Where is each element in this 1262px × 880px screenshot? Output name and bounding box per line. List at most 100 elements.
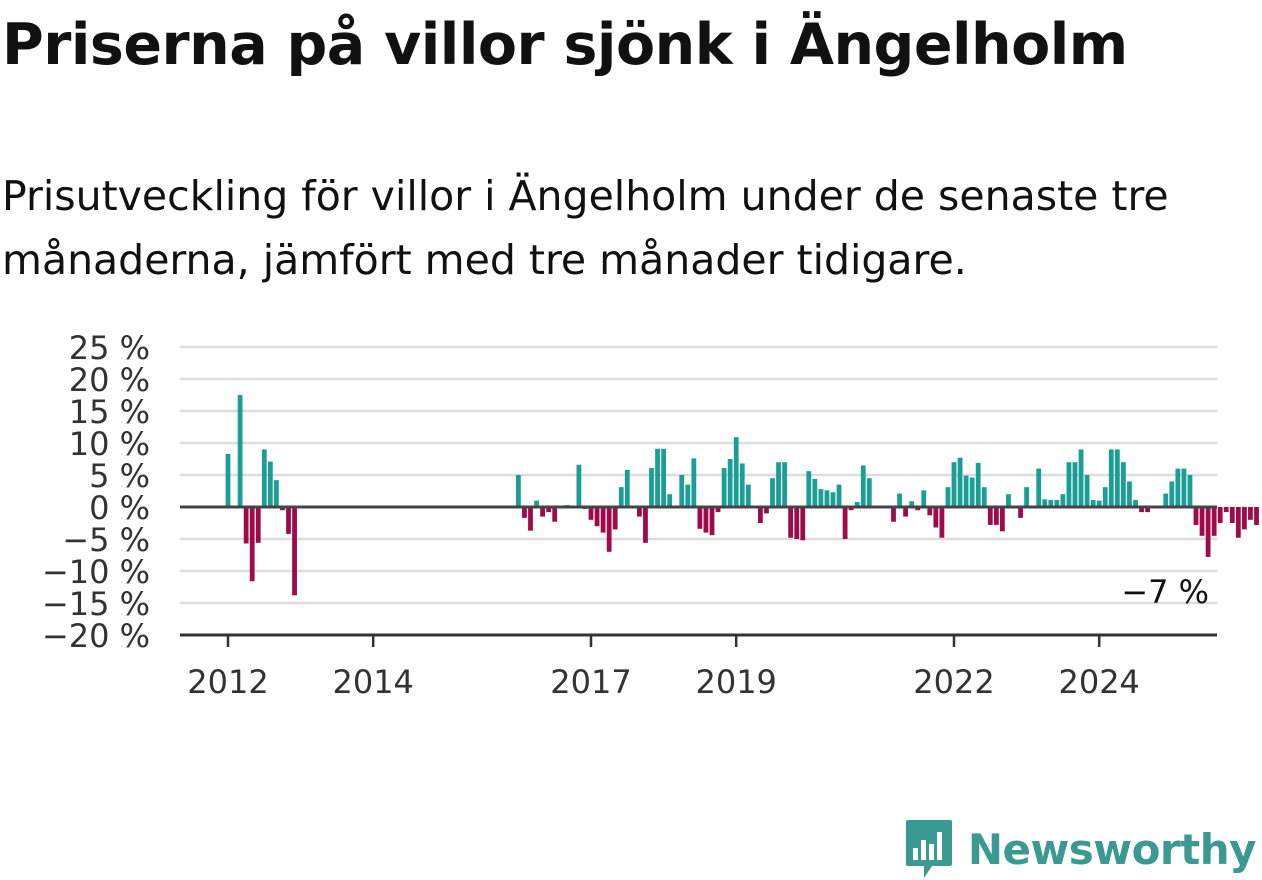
bar xyxy=(1181,468,1187,507)
bar xyxy=(921,490,927,507)
bar xyxy=(661,448,666,507)
bar xyxy=(812,478,818,507)
bar xyxy=(649,467,654,507)
bar xyxy=(963,475,969,507)
bar xyxy=(552,507,558,522)
bar xyxy=(1102,487,1108,507)
y-tick-label: 10 % xyxy=(69,425,150,463)
bar xyxy=(745,484,751,507)
bar xyxy=(624,469,630,507)
y-tick-label: 15 % xyxy=(69,393,150,431)
bar xyxy=(280,507,285,511)
bar xyxy=(546,507,552,513)
bar xyxy=(1060,494,1066,507)
bar xyxy=(225,453,231,507)
bar xyxy=(637,507,642,517)
bar xyxy=(1235,507,1241,538)
bar xyxy=(274,480,279,507)
x-tick-label: 2012 xyxy=(187,663,268,700)
bar xyxy=(891,507,896,522)
y-tick-label: 0 % xyxy=(89,489,150,527)
bar xyxy=(1078,449,1084,507)
bar xyxy=(1072,462,1078,507)
bar xyxy=(897,493,902,507)
bar xyxy=(933,507,939,528)
bar xyxy=(612,507,618,530)
bar xyxy=(1042,499,1048,507)
y-tick-label: −15 % xyxy=(42,585,150,623)
bar xyxy=(255,507,261,543)
bar xyxy=(1006,494,1011,507)
bar xyxy=(975,462,981,507)
bar xyxy=(721,467,727,507)
bar xyxy=(697,507,703,529)
bar xyxy=(1066,462,1072,507)
bar xyxy=(576,464,582,507)
bar xyxy=(1133,499,1138,507)
axes xyxy=(180,505,1217,647)
bar xyxy=(993,507,999,525)
bar xyxy=(794,507,800,539)
x-tick-label: 2014 xyxy=(332,663,413,700)
bar xyxy=(528,507,533,531)
bar xyxy=(1139,507,1144,513)
y-tick-label: 20 % xyxy=(69,361,150,399)
bar xyxy=(1229,507,1235,523)
bar xyxy=(727,459,733,507)
bar xyxy=(939,507,945,538)
bar xyxy=(1163,493,1169,507)
bar xyxy=(261,449,267,507)
bar-chart: 25 %20 %15 %10 %5 %0 %−5 %−10 %−15 %−20 … xyxy=(42,329,1259,700)
bar xyxy=(903,507,908,517)
bar xyxy=(981,487,987,507)
bar xyxy=(600,507,606,533)
bar xyxy=(842,507,848,539)
x-tick-label: 2022 xyxy=(913,663,994,700)
bar xyxy=(915,507,921,511)
bar xyxy=(800,507,806,541)
bar xyxy=(782,462,787,507)
bar xyxy=(836,484,842,507)
tick-labels: 25 %20 %15 %10 %5 %0 %−5 %−10 %−15 %−20 … xyxy=(42,329,1209,700)
bar xyxy=(806,471,812,507)
bar xyxy=(715,507,721,513)
bar xyxy=(540,507,545,517)
bar xyxy=(249,507,255,582)
bar xyxy=(679,475,685,507)
x-tick-label: 2017 xyxy=(550,663,631,700)
y-tick-label: 25 % xyxy=(69,329,150,367)
bar xyxy=(969,477,975,507)
bar xyxy=(643,507,648,543)
bar xyxy=(522,507,527,518)
bar xyxy=(685,484,691,507)
bar xyxy=(594,507,600,527)
bar xyxy=(267,461,273,507)
y-tick-label: −10 % xyxy=(42,553,150,591)
bar xyxy=(1048,499,1054,507)
bar xyxy=(733,437,739,507)
bar xyxy=(764,507,769,514)
bar xyxy=(1090,499,1096,507)
bar xyxy=(824,490,830,507)
bar xyxy=(758,507,763,523)
bar xyxy=(655,448,660,507)
bar xyxy=(1024,487,1029,507)
bar xyxy=(1036,468,1042,507)
chart-subtitle: Prisutveckling för villor i Ängelholm un… xyxy=(2,172,1169,284)
brand: Newsworthy xyxy=(904,818,1257,880)
bar xyxy=(534,500,539,507)
bar xyxy=(1145,507,1150,513)
bar xyxy=(1205,507,1211,557)
bar xyxy=(1199,507,1205,536)
bar xyxy=(1000,507,1005,532)
bar xyxy=(1084,475,1090,507)
bar xyxy=(1193,507,1199,525)
bar xyxy=(860,465,866,507)
bar xyxy=(606,507,612,552)
bars xyxy=(225,395,1259,596)
bar xyxy=(1217,507,1223,523)
newsworthy-logo-icon xyxy=(905,820,952,878)
bar xyxy=(703,507,709,533)
bar xyxy=(1121,462,1126,507)
bar xyxy=(1211,507,1217,536)
